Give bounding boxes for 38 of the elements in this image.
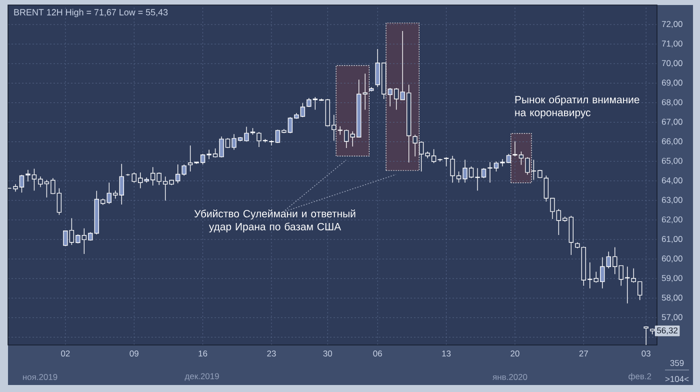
x-tick-label: 20 xyxy=(510,350,520,357)
y-tick-label: 72,00 xyxy=(662,21,682,28)
text: >104< xyxy=(665,376,689,382)
text: 56,32 xyxy=(657,327,678,334)
x-tick-label: 23 xyxy=(267,350,276,357)
y-tick-label: 57,00 xyxy=(662,314,682,322)
y-tick-label: 61,00 xyxy=(662,236,682,243)
chart-title: BRENT 12H High = 71,67 Low = 55,43 xyxy=(14,8,168,18)
y-tick-label: 65,00 xyxy=(662,158,682,165)
y-tick-label: 69,00 xyxy=(662,80,682,87)
annotation: Рынок обратил внимание на коронавирус xyxy=(515,96,640,118)
y-tick-label: 63,00 xyxy=(662,196,682,204)
text: 359 xyxy=(670,360,684,366)
x-tick-label: 27 xyxy=(579,350,588,356)
y-tick-label: 68,00 xyxy=(662,99,682,106)
y-tick-label: 66,00 xyxy=(662,138,682,146)
text: ноя.2019 xyxy=(23,374,58,380)
x-tick-label: 02 xyxy=(61,350,70,357)
y-tick-label: 62,00 xyxy=(662,216,682,224)
y-tick-label: 58,00 xyxy=(662,294,682,302)
x-tick-label: 30 xyxy=(323,350,332,357)
annotation: Убийство Сулеймани и ответный удар Ирана по базам США xyxy=(194,210,356,232)
y-tick-label: 67,00 xyxy=(662,118,682,126)
text: дек.2019 xyxy=(184,373,219,381)
candlestick xyxy=(444,156,449,167)
text: фев.2 xyxy=(628,373,652,381)
x-tick-label: 13 xyxy=(442,350,451,357)
y-tick-label: 71,00 xyxy=(662,40,682,48)
x-tick-label: 03 xyxy=(642,350,650,357)
y-tick-label: 60,00 xyxy=(662,256,682,263)
y-tick-label: 59,00 xyxy=(662,275,682,282)
y-tick-label: 70,00 xyxy=(662,60,682,68)
x-tick-label: 16 xyxy=(198,350,208,357)
text: янв.2020 xyxy=(492,374,528,380)
candlestick xyxy=(119,164,124,205)
x-tick-label: 06 xyxy=(373,350,382,357)
x-tick-label: 09 xyxy=(130,350,138,357)
y-tick-label: 64,00 xyxy=(662,177,682,184)
